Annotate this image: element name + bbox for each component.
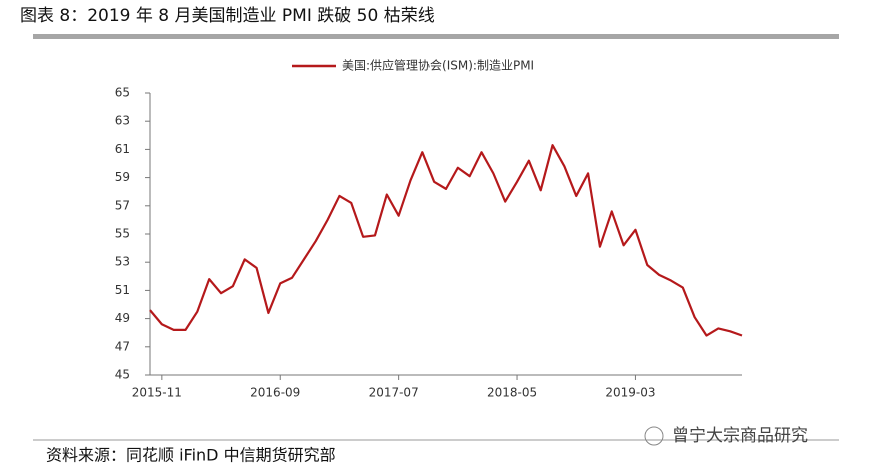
y-tick-label: 45 (115, 368, 130, 382)
x-tick-label: 2016-09 (250, 386, 300, 400)
series-line (149, 144, 743, 337)
y-tick-label: 47 (115, 339, 130, 353)
y-tick-label: 57 (115, 198, 130, 212)
legend-label: 美国:供应管理协会(ISM):制造业PMI (342, 58, 534, 73)
title-rule (33, 34, 839, 39)
source: 资料来源：同花顺 iFinD 中信期货研究部 (46, 446, 336, 465)
watermark: 曾宁大宗商品研究 (672, 426, 808, 446)
y-tick-label: 65 (115, 86, 130, 100)
y-tick-label: 49 (115, 311, 130, 325)
x-tick-label: 2019-03 (605, 386, 655, 400)
x-tick-label: 2017-07 (369, 386, 419, 400)
chart-title: 图表 8：2019 年 8 月美国制造业 PMI 跌破 50 枯荣线 (20, 6, 435, 26)
y-tick-label: 59 (115, 170, 130, 184)
y-tick-label: 63 (115, 114, 130, 128)
y-tick-label: 53 (115, 255, 130, 269)
watermark-icon (644, 426, 664, 446)
x-tick-label: 2015-11 (132, 386, 182, 400)
y-tick-label: 55 (115, 227, 130, 241)
y-tick-label: 51 (115, 283, 130, 297)
x-tick-label: 2018-05 (487, 386, 537, 400)
y-tick-label: 61 (115, 142, 130, 156)
